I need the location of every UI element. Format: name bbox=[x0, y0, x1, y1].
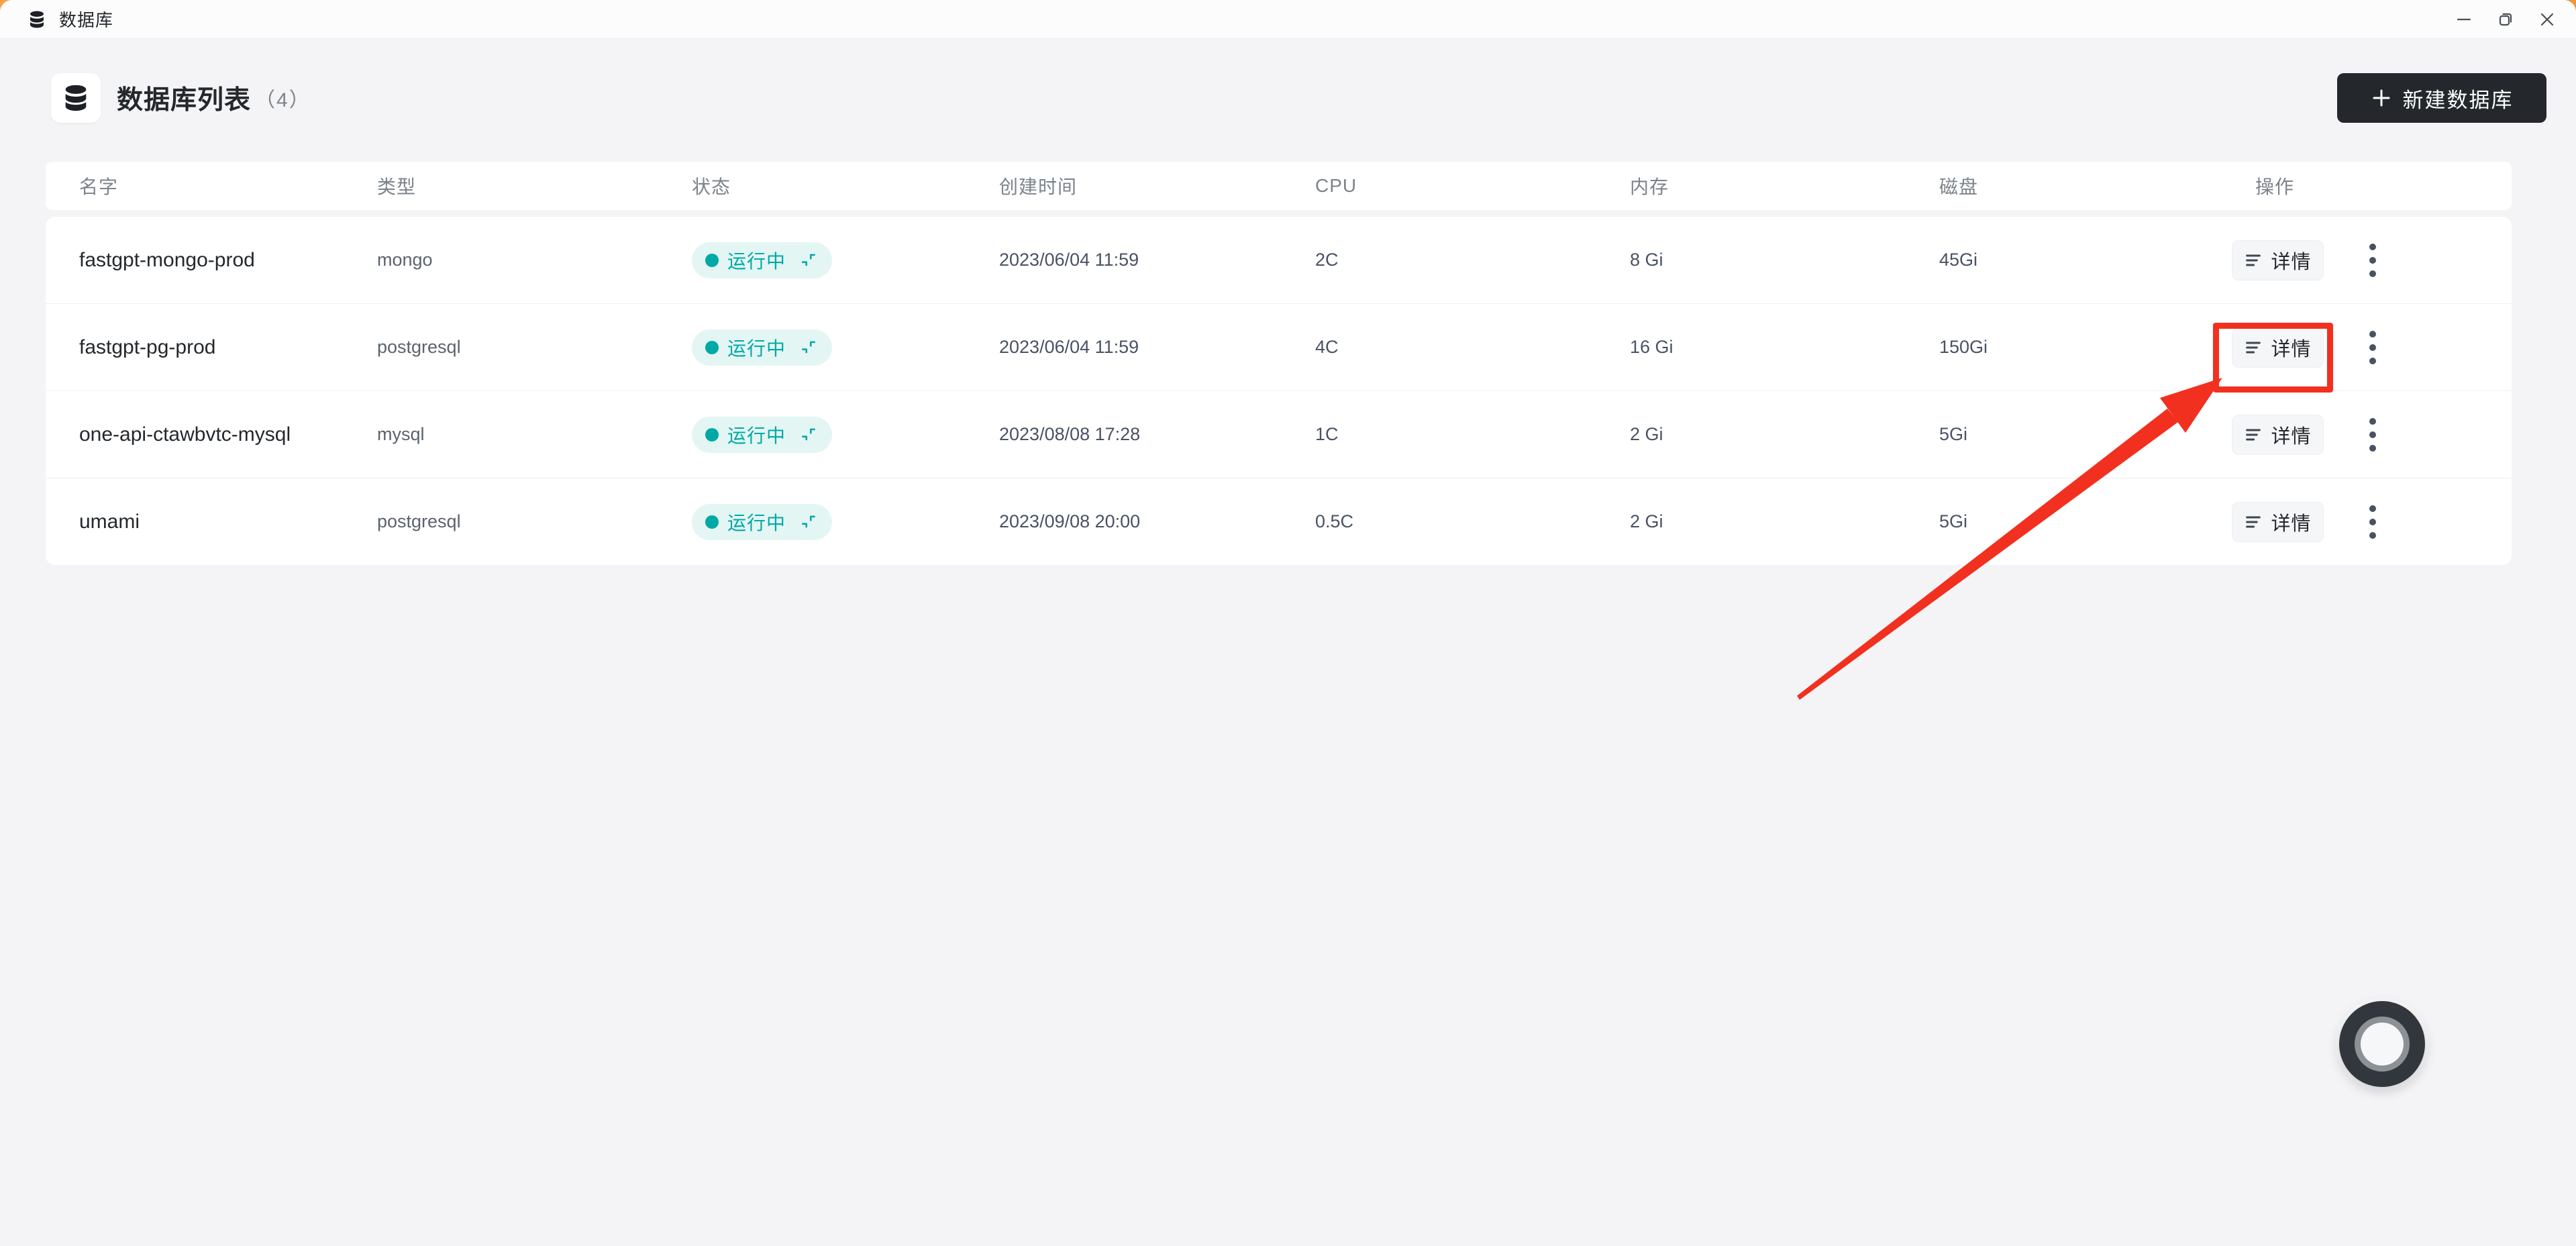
db-created: 2023/06/04 11:59 bbox=[999, 337, 1139, 357]
status-label: 运行中 bbox=[727, 250, 786, 272]
pods-corner-icon[interactable] bbox=[800, 339, 817, 356]
status-label: 运行中 bbox=[727, 512, 786, 533]
status-label: 运行中 bbox=[727, 425, 786, 446]
status-dot-icon bbox=[705, 253, 719, 267]
new-database-label: 新建数据库 bbox=[2402, 88, 2514, 112]
db-cpu: 2C bbox=[1315, 250, 1339, 270]
status-dot-icon bbox=[705, 340, 719, 354]
details-label: 详情 bbox=[2271, 338, 2312, 360]
table-row: umami postgresql 运行中 2023/09/08 20:00 0.… bbox=[46, 478, 2512, 565]
details-label: 详情 bbox=[2271, 251, 2312, 273]
status-dot-icon bbox=[705, 515, 719, 529]
db-type: mongo bbox=[377, 250, 433, 270]
db-created: 2023/09/08 20:00 bbox=[999, 511, 1141, 531]
details-button[interactable]: 详情 bbox=[2232, 501, 2324, 542]
status-badge: 运行中 bbox=[692, 242, 833, 278]
close-button[interactable] bbox=[2526, 0, 2568, 38]
window-controls bbox=[2443, 0, 2568, 38]
table-row: fastgpt-pg-prod postgresql 运行中 2023/06/0… bbox=[46, 303, 2512, 391]
db-created: 2023/06/04 11:59 bbox=[999, 250, 1139, 270]
page-header: 数据库列表 （4） 新建数据库 bbox=[51, 73, 2546, 123]
pods-corner-icon[interactable] bbox=[800, 252, 817, 269]
db-cpu: 0.5C bbox=[1315, 511, 1354, 531]
database-list: fastgpt-mongo-prod mongo 运行中 2023/06/04 … bbox=[46, 217, 2512, 565]
details-label: 详情 bbox=[2271, 425, 2312, 448]
db-type: postgresql bbox=[377, 511, 461, 531]
row-menu-button[interactable] bbox=[2364, 238, 2381, 282]
details-button[interactable]: 详情 bbox=[2232, 414, 2324, 455]
row-menu-button[interactable] bbox=[2364, 413, 2381, 457]
db-name: umami bbox=[79, 510, 140, 533]
maximize-button[interactable] bbox=[2485, 0, 2526, 38]
maximize-icon bbox=[2499, 13, 2512, 25]
col-memory: 内存 bbox=[1630, 176, 1669, 197]
db-disk: 5Gi bbox=[1939, 511, 1968, 531]
list-icon bbox=[2246, 515, 2261, 528]
table-row: one-api-ctawbvtc-mysql mysql 运行中 2023/08… bbox=[46, 391, 2512, 478]
col-cpu: CPU bbox=[1315, 175, 1357, 196]
details-label: 详情 bbox=[2271, 513, 2312, 535]
database-icon-card bbox=[51, 73, 101, 123]
col-status: 状态 bbox=[692, 176, 731, 197]
db-cpu: 4C bbox=[1315, 337, 1339, 357]
db-memory: 2 Gi bbox=[1630, 511, 1663, 531]
status-badge: 运行中 bbox=[692, 329, 833, 366]
db-type: mysql bbox=[377, 424, 425, 444]
database-icon bbox=[30, 11, 44, 28]
row-menu-button[interactable] bbox=[2364, 325, 2381, 370]
db-name: fastgpt-pg-prod bbox=[79, 335, 216, 358]
details-button[interactable]: 详情 bbox=[2232, 327, 2324, 368]
db-name: fastgpt-mongo-prod bbox=[79, 248, 255, 271]
col-name: 名字 bbox=[79, 176, 119, 197]
plus-icon bbox=[2373, 89, 2389, 107]
status-dot-icon bbox=[705, 427, 719, 442]
status-label: 运行中 bbox=[727, 338, 786, 359]
database-icon bbox=[65, 85, 87, 111]
table-row: fastgpt-mongo-prod mongo 运行中 2023/06/04 … bbox=[46, 217, 2512, 303]
db-type: postgresql bbox=[377, 337, 461, 357]
col-disk: 磁盘 bbox=[1939, 176, 1979, 197]
row-menu-button[interactable] bbox=[2364, 500, 2381, 544]
titlebar: 数据库 bbox=[0, 0, 2576, 39]
list-icon bbox=[2246, 254, 2261, 266]
db-memory: 8 Gi bbox=[1630, 250, 1663, 270]
db-memory: 2 Gi bbox=[1630, 424, 1663, 444]
status-badge: 运行中 bbox=[692, 503, 833, 540]
window-title: 数据库 bbox=[59, 10, 114, 30]
pods-corner-icon[interactable] bbox=[800, 513, 817, 531]
close-icon bbox=[2540, 13, 2554, 25]
col-created: 创建时间 bbox=[999, 176, 1078, 197]
list-icon bbox=[2246, 341, 2261, 354]
db-memory: 16 Gi bbox=[1630, 337, 1673, 357]
status-badge: 运行中 bbox=[692, 416, 833, 453]
minimize-button[interactable] bbox=[2443, 0, 2485, 38]
page-title: 数据库列表 bbox=[117, 86, 252, 115]
db-created: 2023/08/08 17:28 bbox=[999, 424, 1141, 444]
list-icon bbox=[2246, 428, 2261, 441]
db-name: one-api-ctawbvtc-mysql bbox=[79, 423, 291, 446]
pods-corner-icon[interactable] bbox=[800, 426, 817, 444]
col-type: 类型 bbox=[377, 176, 417, 197]
db-disk: 45Gi bbox=[1939, 250, 1978, 270]
db-disk: 5Gi bbox=[1939, 424, 1968, 444]
new-database-button[interactable]: 新建数据库 bbox=[2337, 73, 2546, 123]
details-button[interactable]: 详情 bbox=[2232, 240, 2324, 280]
table-header: 名字 类型 状态 创建时间 CPU 内存 磁盘 操作 bbox=[46, 162, 2512, 210]
minimize-icon bbox=[2457, 18, 2471, 20]
col-actions: 操作 bbox=[2255, 176, 2295, 197]
cursor-indicator bbox=[2339, 1001, 2425, 1087]
db-cpu: 1C bbox=[1315, 424, 1339, 444]
db-disk: 150Gi bbox=[1939, 337, 1988, 357]
db-count: （4） bbox=[255, 89, 311, 111]
